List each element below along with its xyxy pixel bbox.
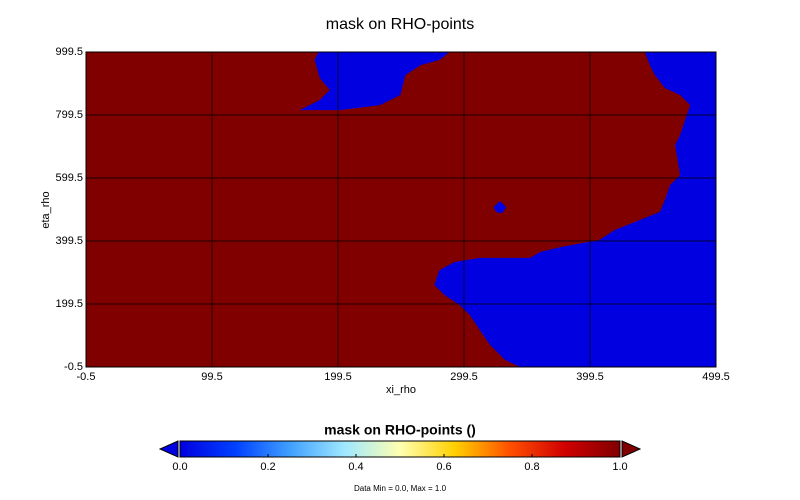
plot-area [86, 52, 716, 367]
colorbar-tick-label: 1.0 [612, 461, 627, 473]
mask-region [434, 52, 716, 367]
y-tick-label: -0.5 [64, 361, 83, 373]
y-tick-label: 799.5 [55, 109, 83, 121]
x-tick-label: 499.5 [702, 371, 730, 383]
data-range-note: Data Min = 0.0, Max = 1.0 [354, 484, 447, 493]
x-tick-label: 99.5 [201, 371, 222, 383]
colorbar-over [621, 440, 642, 458]
colorbar-under [158, 440, 179, 458]
colorbar-tick-label: 0.0 [172, 461, 187, 473]
chart-title: mask on RHO-points [326, 16, 475, 33]
plot-border [85, 51, 717, 368]
y-tick-label: 999.5 [55, 46, 83, 58]
x-tick-label: -0.5 [77, 371, 96, 383]
y-tick-label: 399.5 [55, 235, 83, 247]
y-tick-label: 199.5 [55, 298, 83, 310]
mask-region [493, 201, 507, 214]
colorbar-tick-label: 0.2 [260, 461, 275, 473]
x-tick-label: 399.5 [576, 371, 604, 383]
x-tick-label: 299.5 [450, 371, 478, 383]
colorbar-tick-label: 0.6 [436, 461, 451, 473]
x-tick-label: 199.5 [324, 371, 352, 383]
colorbar-tick-label: 0.8 [524, 461, 539, 473]
colorbar [179, 440, 621, 458]
x-axis-label: xi_rho [386, 384, 416, 396]
mask-region [299, 52, 450, 111]
colorbar-tick-label: 0.4 [348, 461, 363, 473]
colorbar-title: mask on RHO-points () [324, 422, 476, 438]
y-axis-label: eta_rho [40, 191, 52, 228]
y-tick-label: 599.5 [55, 172, 83, 184]
